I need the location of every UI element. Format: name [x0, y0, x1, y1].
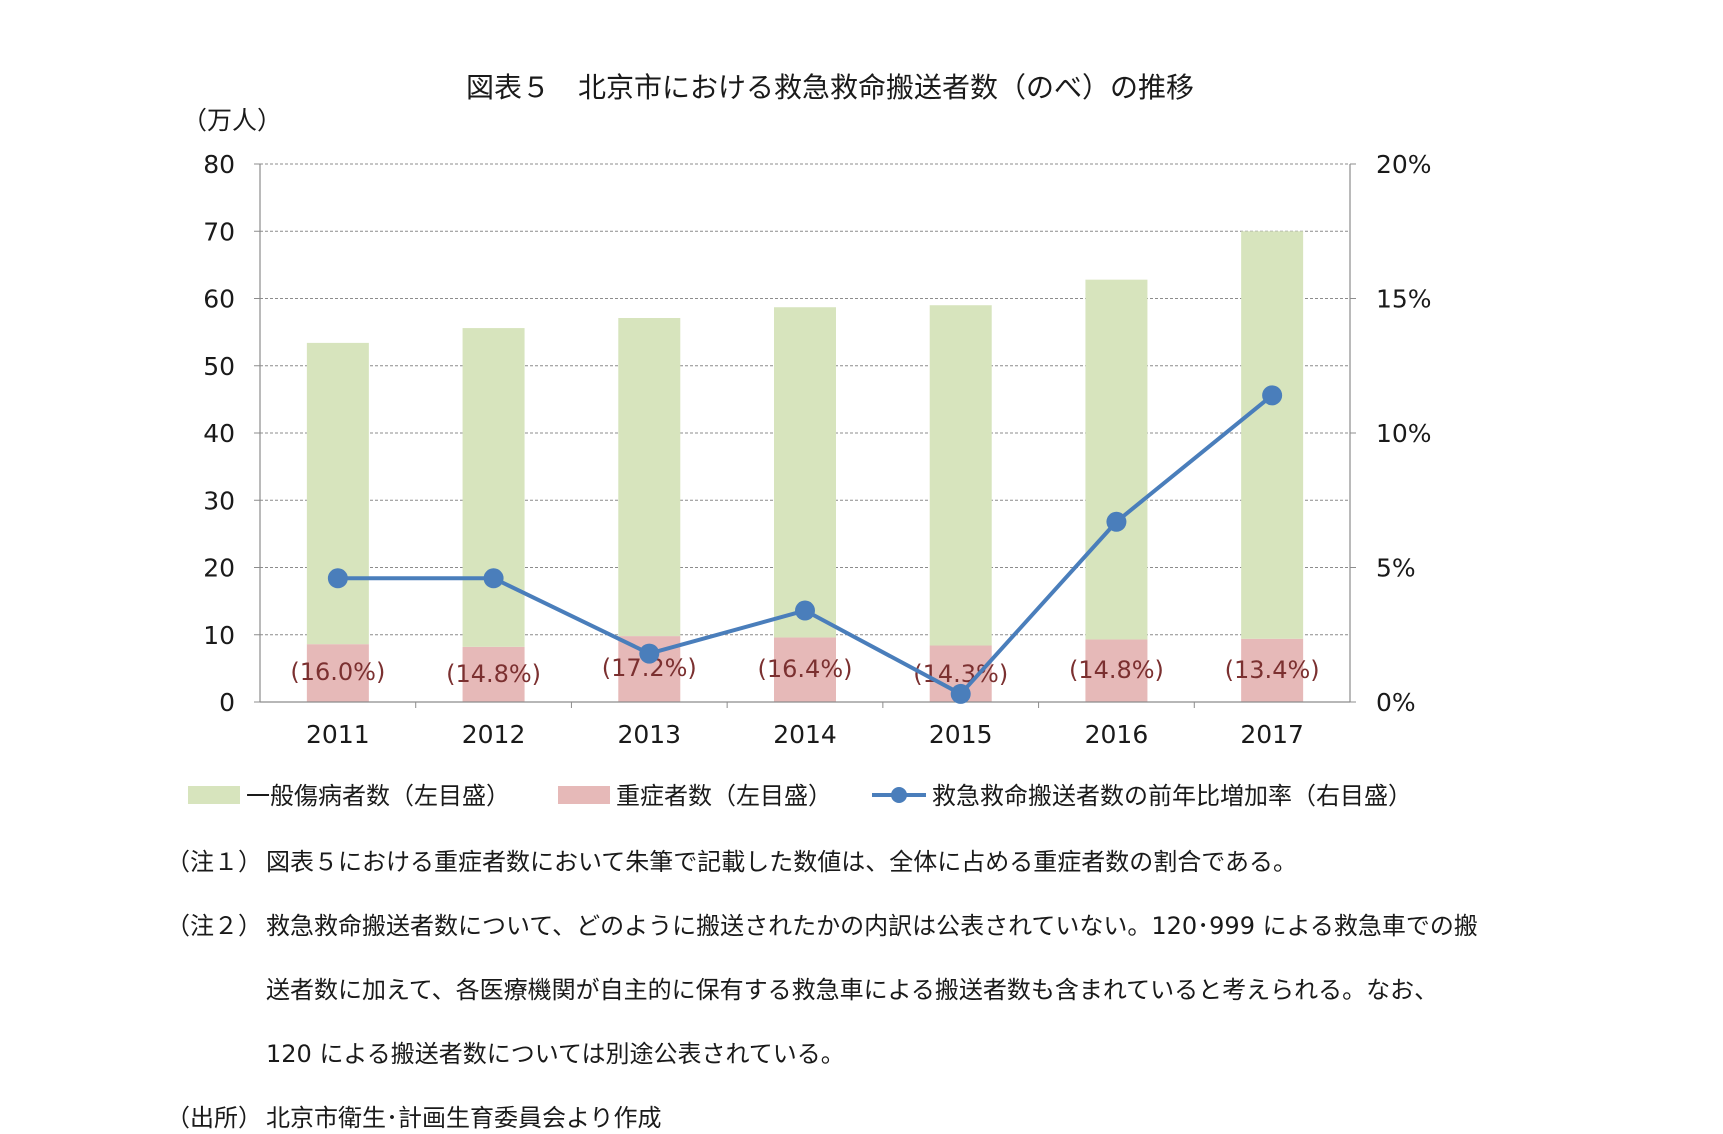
- left-axis-unit: （万人）: [182, 106, 282, 135]
- left-tick-label: 70: [203, 217, 235, 246]
- growth-rate-point: [1106, 511, 1127, 532]
- bar-general: [306, 342, 369, 645]
- note-line: 図表５における重症者数において朱筆で記載した数値は、全体に占める重症者数の割合で…: [266, 848, 1298, 876]
- data-label: (14.8%): [446, 660, 541, 688]
- bar-general: [462, 328, 525, 647]
- growth-rate-point: [1262, 385, 1283, 406]
- data-label: (16.0%): [290, 658, 385, 686]
- left-tick-label: 80: [203, 150, 235, 179]
- right-tick-label: 5%: [1376, 554, 1416, 583]
- legend-label-severe: 重症者数（左目盛）: [616, 782, 832, 810]
- data-label: (14.3%): [913, 660, 1008, 688]
- left-tick-label: 60: [203, 285, 235, 314]
- bar-severe: [1085, 639, 1148, 702]
- legend-label-line: 救急救命搬送者数の前年比増加率（右目盛）: [932, 782, 1412, 810]
- x-tick-label: 2013: [617, 720, 681, 749]
- chart-title: 図表５ 北京市における救急救命搬送者数（のべ）の推移: [466, 71, 1194, 104]
- note-row: （注１） 図表５における重症者数において朱筆で記載した数値は、全体に占める重症者数…: [166, 846, 1666, 878]
- note-text: 救急救命搬送者数について、どのように搬送されたかの内訳は公表されていない。120…: [266, 910, 1666, 1070]
- right-tick-label: 10%: [1376, 419, 1432, 448]
- note-text: 図表５における重症者数において朱筆で記載した数値は、全体に占める重症者数の割合で…: [266, 846, 1666, 878]
- bar-severe: [774, 637, 836, 702]
- growth-rate-point: [639, 643, 660, 664]
- note-line: 救急救命搬送者数について、どのように搬送されたかの内訳は公表されていない。120…: [266, 912, 1478, 940]
- legend-swatch-severe: [558, 786, 610, 804]
- note-label: （注２）: [166, 912, 262, 940]
- note-label: （出所）: [166, 1104, 262, 1132]
- growth-rate-point: [795, 600, 815, 621]
- bar-general: [929, 305, 992, 646]
- bar-severe: [1241, 638, 1304, 702]
- tick-labels: 0 10 20 30 40 50 60 70 80 0% 5% 10% 15% 20% 2011 2012 20…: [203, 150, 1431, 749]
- growth-rate-line: [327, 385, 1283, 704]
- growth-rate-point: [950, 683, 971, 704]
- legend-swatch-marker: [891, 787, 907, 803]
- bar-group: [306, 231, 1304, 702]
- note-text: 北京市衛生･計画生育委員会より作成: [266, 1102, 1666, 1134]
- left-tick-label: 40: [203, 419, 235, 448]
- bar-general: [618, 318, 681, 637]
- data-label: (16.4%): [758, 655, 853, 683]
- note-line: 北京市衛生･計画生育委員会より作成: [266, 1104, 662, 1132]
- data-label: (13.4%): [1225, 656, 1320, 684]
- bar-general: [774, 307, 836, 638]
- right-tick-label: 20%: [1376, 150, 1432, 179]
- growth-rate-point: [483, 568, 504, 589]
- x-tick-label: 2016: [1085, 720, 1149, 749]
- bar-severe: [462, 646, 525, 702]
- left-tick-label: 30: [203, 486, 235, 515]
- note-row: （出所） 北京市衛生･計画生育委員会より作成: [166, 1102, 1666, 1134]
- data-label: (14.8%): [1069, 656, 1164, 684]
- right-tick-label: 15%: [1376, 285, 1432, 314]
- note-line: 送者数に加えて、各医療機関が自主的に保有する救急車による搬送者数も含まれていると…: [266, 976, 1439, 1004]
- notes: （注１） 図表５における重症者数において朱筆で記載した数値は、全体に占める重症者数…: [166, 846, 1666, 1134]
- note-row: （注２） 救急救命搬送者数について、どのように搬送されたかの内訳は公表されていない…: [166, 910, 1666, 1070]
- note-line: 120 による搬送者数については別途公表されている。: [266, 1040, 845, 1068]
- x-tick-label: 2011: [306, 720, 370, 749]
- left-tick-label: 50: [203, 352, 235, 381]
- bar-general: [1241, 231, 1304, 639]
- axes: [254, 163, 1356, 708]
- legend-label-general: 一般傷病者数（左目盛）: [246, 782, 510, 810]
- bar-severe: [306, 644, 369, 702]
- left-tick-label: 0: [219, 688, 235, 717]
- right-tick-label: 0%: [1376, 688, 1416, 717]
- note-label: （注１）: [166, 848, 262, 876]
- bar-general: [1085, 279, 1148, 640]
- data-labels: (16.0%) (14.8%) (17.2%) (16.4%) (14.3%) (14.8…: [290, 654, 1319, 688]
- legend: 一般傷病者数（左目盛） 重症者数（左目盛） 救急救命搬送者数の前年比増加率（右目盛）: [188, 782, 1412, 810]
- left-tick-label: 10: [203, 621, 235, 650]
- x-tick-label: 2014: [773, 720, 837, 749]
- chart: 図表５ 北京市における救急救命搬送者数（のべ）の推移 （万人） 0 10 20 30 4…: [182, 71, 1432, 810]
- x-tick-label: 2017: [1240, 720, 1304, 749]
- x-tick-label: 2012: [462, 720, 526, 749]
- legend-swatch-general: [188, 786, 240, 804]
- left-tick-label: 20: [203, 554, 235, 583]
- growth-rate-point: [327, 568, 348, 589]
- x-tick-label: 2015: [929, 720, 993, 749]
